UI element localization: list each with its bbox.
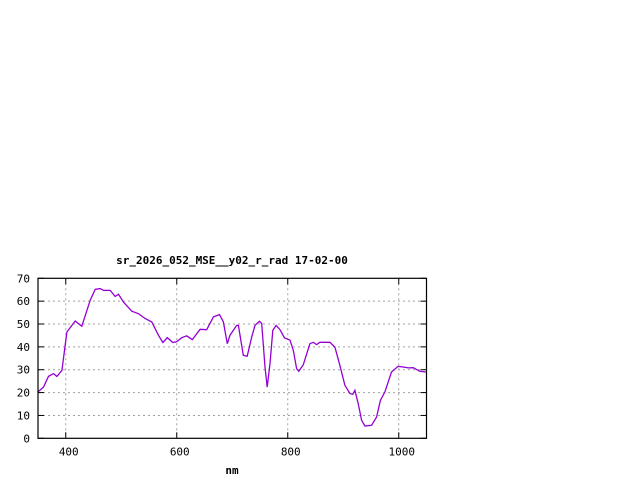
y-tick-label: 0 <box>23 432 30 445</box>
y-tick-label: 70 <box>17 272 30 285</box>
x-tick-label: 800 <box>281 445 301 458</box>
x-tick-label: 400 <box>59 445 79 458</box>
x-tick-label: 1000 <box>389 445 416 458</box>
x-axis-label: nm <box>225 464 239 477</box>
y-tick-label: 20 <box>17 387 30 400</box>
y-tick-label: 30 <box>17 364 30 377</box>
ticks <box>38 277 427 439</box>
y-tick-label: 10 <box>17 409 30 422</box>
series-line <box>37 287 426 427</box>
plot-frame <box>37 277 428 439</box>
grid <box>38 278 427 439</box>
y-tick-label: 40 <box>17 341 30 354</box>
tick-labels: 0 10 20 30 40 50 60 70 400 600 800 1000 <box>17 272 415 458</box>
chart-title: sr_2026_052_MSE__y02_r_rad 17-02-00 <box>116 254 348 267</box>
y-tick-label: 60 <box>17 295 30 308</box>
y-tick-label: 50 <box>17 318 30 331</box>
x-tick-label: 600 <box>170 445 190 458</box>
